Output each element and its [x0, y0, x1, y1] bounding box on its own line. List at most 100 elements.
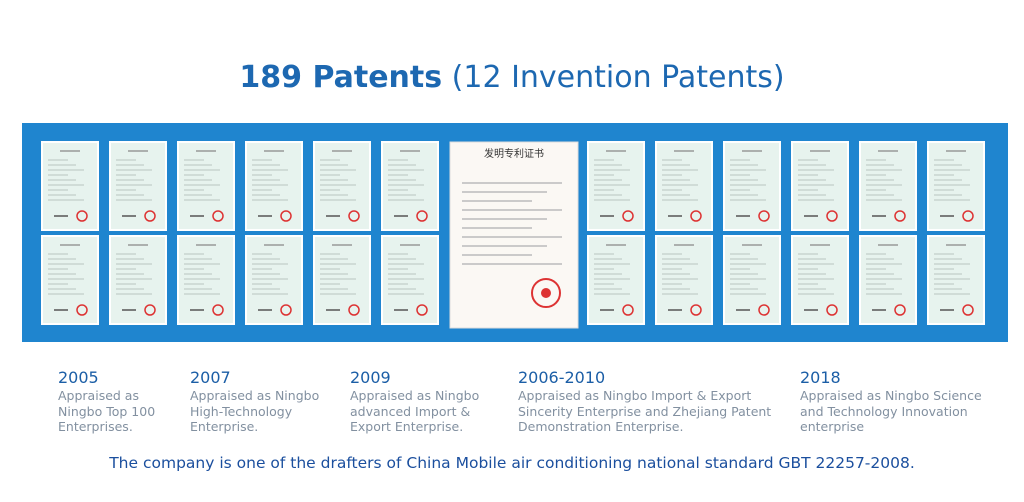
certificate-paper	[177, 235, 235, 325]
certificate-paper	[723, 141, 781, 231]
certificate-paper	[927, 235, 985, 325]
seal	[280, 210, 292, 222]
title-bold: 189 Patents	[239, 60, 443, 95]
certificate-paper	[655, 235, 713, 325]
seal	[826, 304, 838, 316]
milestone-text: advanced Import &	[350, 403, 471, 419]
certificate	[859, 235, 917, 325]
seal	[622, 304, 634, 316]
seal	[348, 304, 360, 316]
milestone-text: Appraised as	[58, 388, 139, 403]
certificate	[655, 235, 713, 325]
seal	[758, 304, 770, 316]
milestone-text: Demonstration Enterprise.	[518, 419, 684, 434]
certificate-paper	[587, 141, 645, 231]
milestone: 2018 Appraised as Ningbo Science and Techn…	[800, 368, 982, 435]
certificate	[245, 235, 303, 325]
title-rest: (12 Invention Patents)	[451, 60, 785, 95]
footer: The company is one of the drafters of Ch…	[109, 454, 915, 472]
certificate	[313, 235, 371, 325]
milestone-text: Enterprise.	[190, 419, 259, 434]
milestone-text: Appraised as Ningbo Science	[800, 388, 982, 403]
milestone-text: Appraised as Ningbo Import & Export	[518, 388, 752, 403]
milestone-year: 2018	[800, 368, 841, 387]
certificate-paper	[109, 141, 167, 231]
seal	[144, 210, 156, 222]
certificate-paper	[859, 235, 917, 325]
certificate	[41, 235, 99, 325]
certificate	[859, 141, 917, 231]
certificate	[655, 141, 713, 231]
certificate-paper	[313, 235, 371, 325]
seal	[962, 210, 974, 222]
patent-band: 发明专利证书	[22, 123, 1008, 342]
seal	[416, 304, 428, 316]
seal	[622, 210, 634, 222]
certificate	[723, 141, 781, 231]
certificate-paper	[313, 141, 371, 231]
certificate	[381, 141, 439, 231]
milestone: 2006-2010 Appraised as Ningbo Import & Ex…	[518, 368, 771, 435]
certificate-paper	[245, 141, 303, 231]
certificate	[41, 141, 99, 231]
certificate	[927, 235, 985, 325]
seal	[348, 210, 360, 222]
seal	[826, 210, 838, 222]
seal	[212, 304, 224, 316]
seal	[144, 304, 156, 316]
seal	[416, 210, 428, 222]
seal	[212, 210, 224, 222]
seal	[758, 210, 770, 222]
milestone-text: Appraised as Ningbo	[190, 388, 320, 403]
main-certificate: 发明专利证书	[449, 141, 579, 329]
milestone-year: 2005	[58, 368, 99, 387]
milestone-text: and Technology Innovation	[800, 403, 968, 419]
seal	[894, 304, 906, 316]
certificate-title: 发明专利证书	[484, 147, 544, 160]
milestone-text: Export Enterprise.	[350, 419, 464, 434]
certificate	[177, 235, 235, 325]
certificate	[245, 141, 303, 231]
seal	[76, 304, 88, 316]
milestone: 2005 Appraised as Ningbo Top 100 Enterprise…	[58, 368, 155, 435]
seal	[894, 210, 906, 222]
certificate	[927, 141, 985, 231]
milestone-text: Sincerity Enterprise and Zhejiang Patent	[518, 403, 772, 419]
certificate-paper	[41, 141, 99, 231]
milestone-text: Enterprises.	[58, 419, 133, 434]
milestone-text: enterprise	[800, 419, 865, 434]
milestone-text: High-Technology	[190, 403, 293, 419]
certificate	[109, 141, 167, 231]
seal	[280, 304, 292, 316]
seal	[76, 210, 88, 222]
certificate	[177, 141, 235, 231]
seal	[690, 304, 702, 316]
certificate	[723, 235, 781, 325]
certificate-paper	[245, 235, 303, 325]
certificate	[381, 235, 439, 325]
milestone: 2009 Appraised as Ningbo advanced Import &…	[350, 368, 479, 435]
certificate-paper	[109, 235, 167, 325]
certificate-paper	[381, 235, 439, 325]
certificate-paper	[41, 235, 99, 325]
milestone-text: Appraised as Ningbo	[350, 388, 480, 403]
certificate-paper	[927, 141, 985, 231]
certificate	[587, 235, 645, 325]
certificate-paper	[791, 235, 849, 325]
certificate-paper	[723, 235, 781, 325]
seal	[962, 304, 974, 316]
milestone-year: 2009	[350, 368, 391, 387]
certificate-paper	[381, 141, 439, 231]
certificate-paper	[655, 141, 713, 231]
certificate	[313, 141, 371, 231]
certificate	[109, 235, 167, 325]
milestone-text: Ningbo Top 100	[58, 403, 156, 419]
certificate	[791, 141, 849, 231]
certificate-paper	[859, 141, 917, 231]
certificates: 发明专利证书	[41, 141, 985, 329]
milestone-year: 2006-2010	[518, 368, 606, 387]
seal	[690, 210, 702, 222]
milestone: 2007 Appraised as Ningbo High-Technology En…	[190, 368, 319, 435]
milestone-year: 2007	[190, 368, 231, 387]
